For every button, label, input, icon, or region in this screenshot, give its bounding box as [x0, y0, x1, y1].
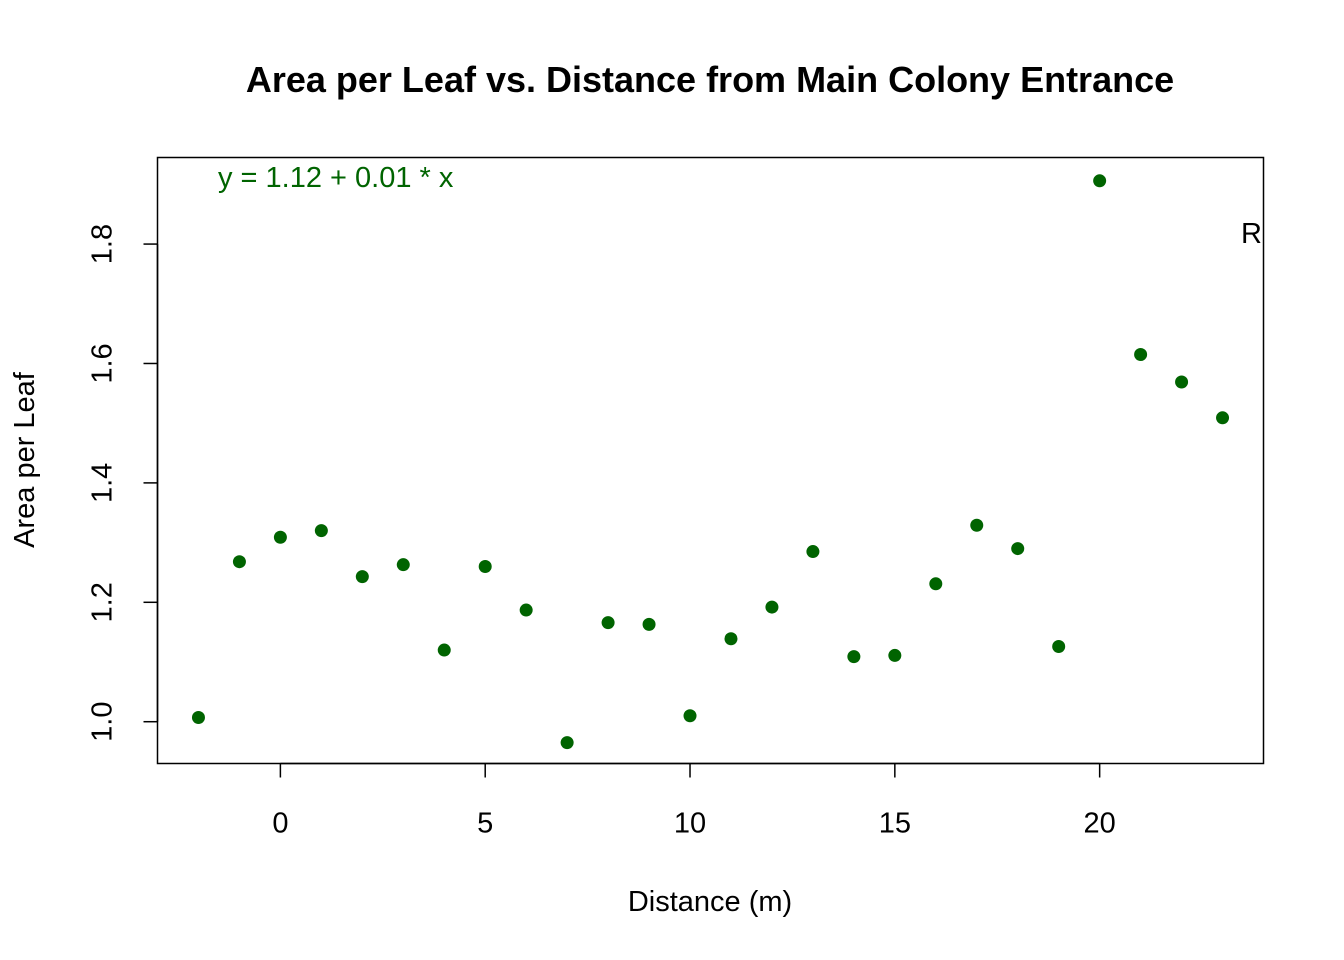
r-annotation: R — [1241, 218, 1262, 250]
data-point — [560, 736, 574, 750]
data-point — [888, 648, 902, 662]
data-point — [191, 711, 205, 725]
data-point — [1175, 375, 1189, 389]
data-point — [273, 530, 287, 544]
data-point — [232, 555, 246, 569]
data-point — [314, 524, 328, 538]
chart-title: Area per Leaf vs. Distance from Main Col… — [246, 59, 1174, 100]
y-tick-label: 1.6 — [87, 343, 119, 383]
regression-equation: y = 1.12 + 0.01 * x — [218, 162, 454, 194]
data-points — [191, 174, 1230, 750]
data-point — [847, 650, 861, 664]
data-point — [1134, 348, 1148, 362]
data-point — [1052, 639, 1066, 653]
data-point — [724, 632, 738, 646]
x-axis: 0 5 10 15 20 — [272, 762, 1116, 840]
data-point — [970, 518, 984, 532]
data-point — [355, 570, 369, 584]
x-tick-label: 15 — [879, 808, 911, 840]
y-tick-label: 1.8 — [87, 224, 119, 264]
data-point — [1216, 411, 1230, 425]
x-tick-label: 20 — [1084, 808, 1116, 840]
y-axis-label: Area per Leaf — [9, 371, 41, 548]
data-point — [396, 558, 410, 572]
x-tick-label: 0 — [272, 808, 288, 840]
data-point — [601, 616, 615, 630]
data-point — [1093, 174, 1107, 188]
x-axis-label: Distance (m) — [628, 886, 792, 918]
data-point — [519, 603, 533, 617]
data-point — [642, 617, 656, 631]
plot-frame — [156, 156, 1265, 765]
x-tick-label: 10 — [674, 808, 706, 840]
y-tick-label: 1.0 — [87, 702, 119, 742]
y-axis: 1.0 1.2 1.4 1.6 1.8 — [87, 224, 159, 742]
y-tick-label: 1.4 — [87, 463, 119, 503]
data-point — [478, 559, 492, 573]
x-tick-label: 5 — [477, 808, 493, 840]
data-point — [765, 600, 779, 614]
data-point — [806, 545, 820, 559]
data-point — [437, 643, 451, 657]
data-point — [683, 709, 697, 723]
data-point — [1011, 542, 1025, 556]
y-tick-label: 1.2 — [87, 582, 119, 622]
data-point — [929, 577, 943, 591]
